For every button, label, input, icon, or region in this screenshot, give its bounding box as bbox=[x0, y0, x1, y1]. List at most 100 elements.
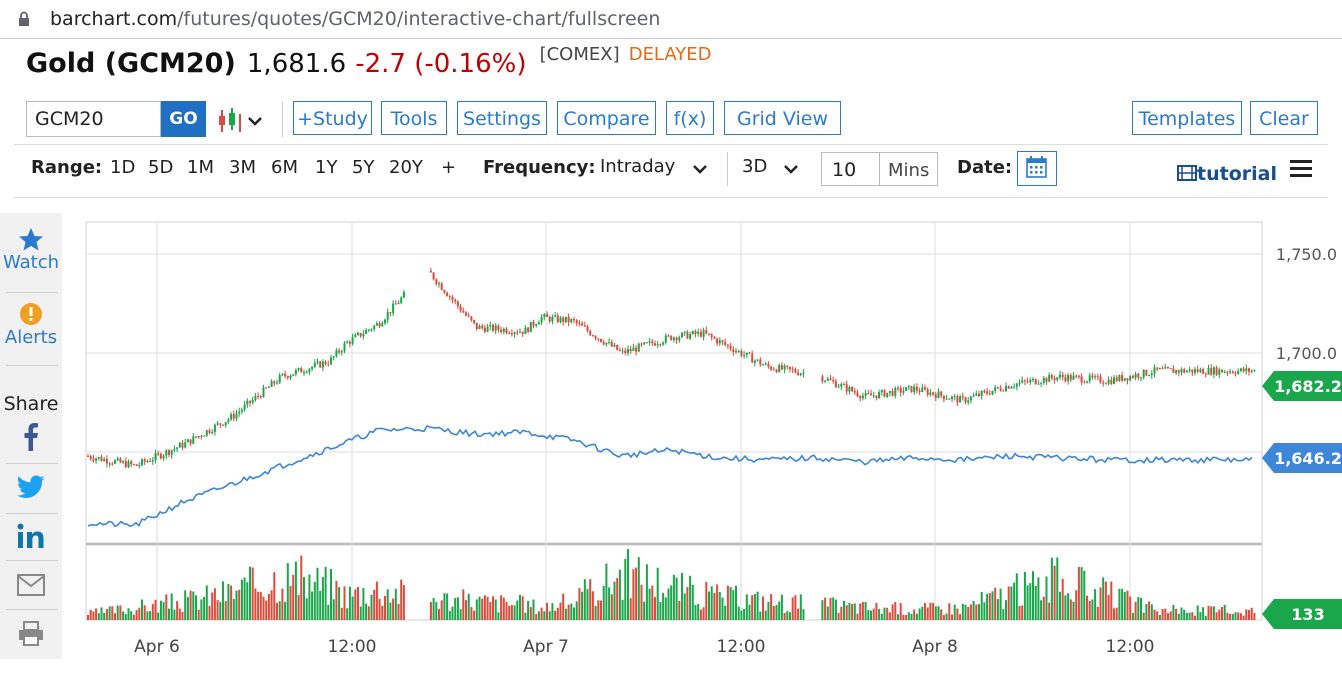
volume-bar bbox=[1140, 597, 1142, 620]
candle-body bbox=[678, 337, 681, 341]
volume-bar bbox=[748, 604, 751, 620]
candle-body bbox=[529, 321, 532, 333]
grid-view-button[interactable]: Grid View bbox=[724, 101, 841, 135]
candle-body bbox=[1040, 382, 1043, 384]
price-chart[interactable]: Apr 6 12:00 Apr 7 12:00 Apr 8 12:00 1,750.0 1,7… bbox=[0, 200, 1342, 678]
volume-bar bbox=[394, 588, 397, 620]
volume-bar bbox=[510, 604, 513, 620]
symbol-input[interactable]: GCM20 bbox=[26, 101, 161, 137]
volume-bar bbox=[654, 597, 656, 620]
volume-bar bbox=[659, 601, 662, 620]
print-button[interactable] bbox=[0, 621, 62, 652]
range-1d[interactable]: 1D bbox=[110, 157, 136, 178]
candle-body bbox=[354, 334, 357, 338]
fx-button[interactable]: f(x) bbox=[666, 101, 714, 135]
candlestick-icon[interactable] bbox=[216, 108, 266, 134]
hamburger-menu-icon[interactable] bbox=[1290, 159, 1312, 177]
address-url[interactable]: barchart.com/futures/quotes/GCM20/intera… bbox=[50, 8, 660, 30]
volume-bar bbox=[829, 597, 832, 620]
volume-bar bbox=[648, 588, 651, 620]
compare-button[interactable]: Compare bbox=[557, 101, 656, 135]
volume-bar bbox=[516, 600, 519, 620]
range-5y[interactable]: 5Y bbox=[352, 157, 375, 178]
volume-bar bbox=[745, 594, 748, 620]
email-button[interactable] bbox=[0, 573, 62, 602]
templates-button[interactable]: Templates bbox=[1132, 101, 1242, 135]
candle-body bbox=[1110, 379, 1113, 384]
volume-bar bbox=[681, 572, 683, 620]
browser-address-bar[interactable]: barchart.com/futures/quotes/GCM20/intera… bbox=[0, 0, 1342, 39]
volume-bar bbox=[402, 585, 405, 620]
candle-body bbox=[381, 323, 384, 327]
volume-bar bbox=[265, 600, 268, 620]
facebook-button[interactable] bbox=[0, 423, 62, 456]
candle-body bbox=[1088, 375, 1091, 382]
tools-button[interactable]: Tools bbox=[381, 101, 447, 135]
candle-body bbox=[392, 303, 395, 314]
candle-body bbox=[327, 364, 330, 366]
candle-body bbox=[440, 283, 443, 291]
interval-input-group[interactable]: 10 Mins bbox=[821, 152, 938, 186]
frequency-select[interactable]: Intraday bbox=[600, 156, 676, 177]
alerts-button[interactable]: Alerts bbox=[0, 302, 62, 348]
date-picker-button[interactable] bbox=[1017, 151, 1057, 186]
volume-bar bbox=[400, 579, 403, 620]
candle-body bbox=[400, 297, 403, 304]
range-3m[interactable]: 3M bbox=[229, 157, 256, 178]
watch-button[interactable]: Watch bbox=[0, 227, 62, 273]
facebook-icon bbox=[24, 423, 38, 451]
chevron-down-icon[interactable] bbox=[783, 163, 799, 175]
range-more[interactable]: + bbox=[441, 157, 457, 178]
candle-body bbox=[351, 337, 354, 344]
candle-body bbox=[1156, 367, 1159, 370]
volume-bar bbox=[967, 606, 970, 620]
range-1y[interactable]: 1Y bbox=[315, 157, 338, 178]
price-candles bbox=[87, 268, 1256, 469]
volume-bar bbox=[1245, 609, 1248, 620]
volume-bar bbox=[340, 607, 343, 620]
candle-body bbox=[1188, 369, 1191, 371]
volume-bar bbox=[429, 602, 432, 620]
candle-body bbox=[735, 351, 737, 353]
volume-bar bbox=[910, 613, 913, 620]
chevron-down-icon[interactable] bbox=[692, 163, 708, 175]
volume-bar bbox=[1202, 607, 1205, 620]
candle-body bbox=[770, 366, 773, 370]
study-button[interactable]: +Study bbox=[293, 101, 372, 135]
candle-body bbox=[497, 325, 500, 330]
range-20y[interactable]: 20Y bbox=[389, 157, 423, 178]
range-6m[interactable]: 6M bbox=[271, 157, 298, 178]
candle-body bbox=[608, 341, 611, 343]
linkedin-button[interactable] bbox=[0, 523, 62, 554]
range-1m[interactable]: 1M bbox=[187, 157, 214, 178]
candle-body bbox=[1002, 390, 1005, 392]
candle-body bbox=[764, 363, 767, 365]
tutorial-link[interactable]: tutorial bbox=[1177, 163, 1277, 185]
volume-bar bbox=[1210, 606, 1213, 620]
volume-bar bbox=[737, 606, 740, 620]
candle-body bbox=[146, 460, 149, 462]
volume-bar bbox=[1183, 609, 1186, 620]
candle-body bbox=[656, 344, 659, 346]
settings-button[interactable]: Settings bbox=[457, 101, 547, 135]
volume-bar bbox=[1056, 557, 1059, 620]
candle-body bbox=[165, 450, 168, 456]
range-row-separator bbox=[14, 197, 1328, 198]
go-button[interactable]: GO bbox=[161, 101, 206, 137]
candle-body bbox=[362, 333, 365, 337]
candle-body bbox=[621, 350, 624, 352]
period-select[interactable]: 3D bbox=[742, 156, 768, 177]
volume-bar bbox=[851, 603, 854, 620]
interval-input[interactable]: 10 bbox=[832, 159, 857, 181]
range-5d[interactable]: 5D bbox=[148, 157, 174, 178]
candle-body bbox=[378, 323, 381, 327]
volume-bar bbox=[629, 598, 632, 620]
volume-bar bbox=[799, 594, 802, 620]
volume-bar bbox=[343, 586, 346, 620]
interval-unit: Mins bbox=[888, 160, 930, 181]
volume-bar bbox=[243, 577, 246, 620]
candle-body bbox=[591, 335, 594, 337]
twitter-button[interactable] bbox=[0, 475, 62, 504]
x-tick-label: 12:00 bbox=[1106, 637, 1155, 657]
clear-button[interactable]: Clear bbox=[1250, 101, 1318, 135]
